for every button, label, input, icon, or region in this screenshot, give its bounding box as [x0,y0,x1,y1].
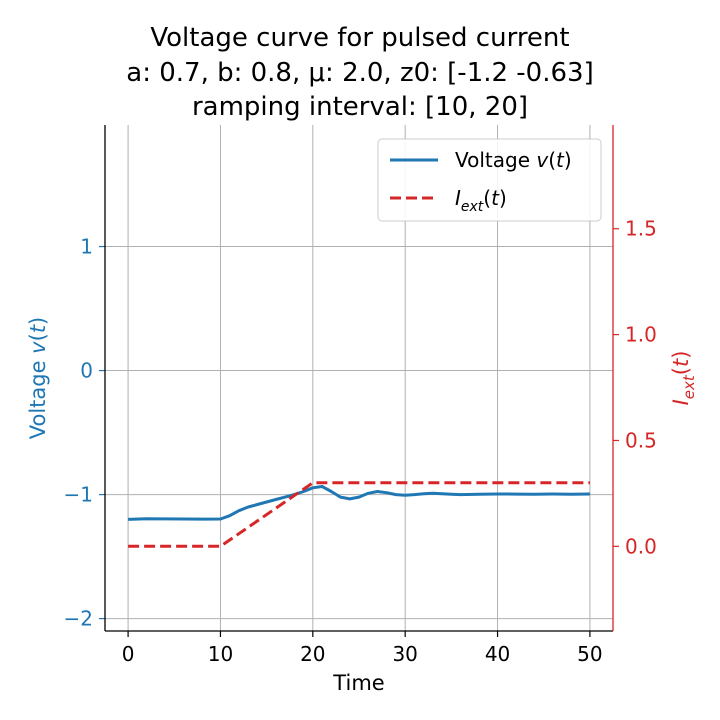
left-tick-label: −1 [64,483,93,507]
left-tick-label: −2 [64,607,93,631]
axes: 0 10 20 30 40 50 −2 −1 0 1 0.0 0.5 1.0 1.5 [64,125,657,666]
x-tick-label: 20 [300,642,325,666]
x-axis-label: Time [332,671,384,695]
right-tick-label: 0.0 [625,534,657,558]
right-axis-label: Iext(t) [669,351,698,406]
plot-area [128,481,590,548]
x-tick-label: 50 [577,642,602,666]
legend-current-label: Iext(t) [455,186,507,215]
right-tick-label: 1.5 [625,217,657,241]
legend: Voltage v(t) Iext(t) [377,138,602,222]
chart-title: Voltage curve for pulsed current a: 0.7,… [126,23,593,122]
left-tick-label: 0 [80,359,93,383]
current-series-line [128,481,590,548]
title-line-1: Voltage curve for pulsed current [150,23,569,53]
x-tick-label: 10 [208,642,233,666]
x-tick-label: 0 [122,642,135,666]
left-tick-label: 1 [80,235,93,259]
x-tick-label: 30 [392,642,417,666]
voltage-series-line [128,485,590,521]
legend-voltage-label: Voltage v(t) [455,148,572,172]
title-line-2: a: 0.7, b: 0.8, μ: 2.0, z0: [-1.2 -0.63] [126,58,593,88]
right-tick-label: 1.0 [625,323,657,347]
left-axis-label: Voltage v(t) [26,317,50,440]
title-line-3: ramping interval: [10, 20] [192,92,528,122]
right-tick-label: 0.5 [625,428,657,452]
x-tick-label: 40 [485,642,510,666]
